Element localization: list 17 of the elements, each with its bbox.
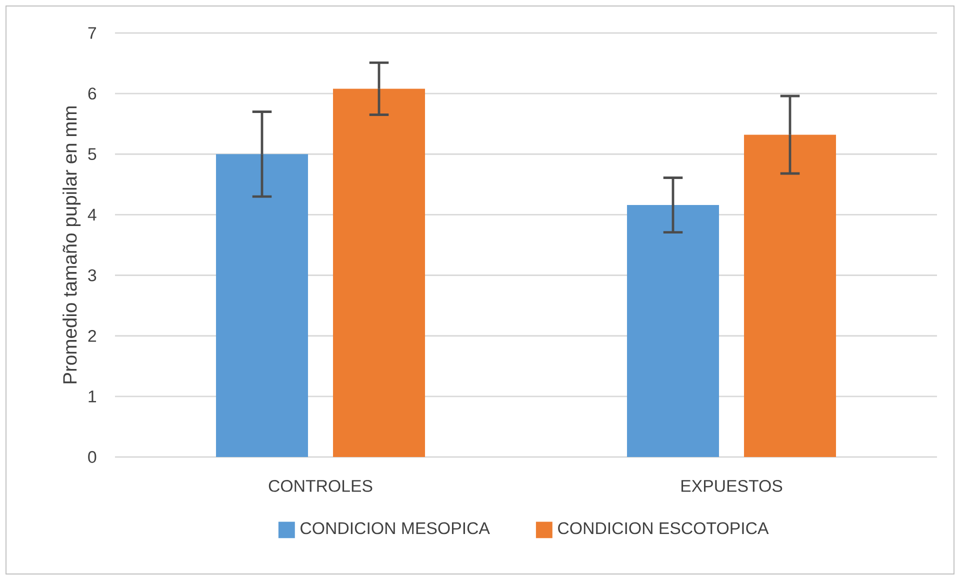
y-tick-label: 0 — [88, 451, 96, 463]
y-tick-label: 4 — [88, 208, 96, 221]
bar — [216, 154, 308, 457]
y-tick-label: 1 — [88, 390, 96, 402]
y-tick-label: 3 — [88, 269, 96, 282]
y-tick-label: 2 — [88, 330, 96, 342]
bar — [744, 134, 836, 457]
bar — [627, 205, 720, 457]
y-axis-title: Promedio tamaño pupilar en mm — [62, 106, 81, 384]
y-tick-label: 6 — [88, 88, 96, 100]
legend-label: CONDICION MESOPICA — [300, 522, 490, 534]
x-tick-label: EXPUESTOS — [681, 480, 782, 492]
x-tick-label: CONTROLES — [268, 480, 372, 492]
y-tick-label: 7 — [88, 27, 96, 39]
bar — [333, 88, 426, 457]
legend-label: CONDICION ESCOTOPICA — [558, 522, 769, 534]
y-tick-label: 5 — [88, 148, 96, 160]
